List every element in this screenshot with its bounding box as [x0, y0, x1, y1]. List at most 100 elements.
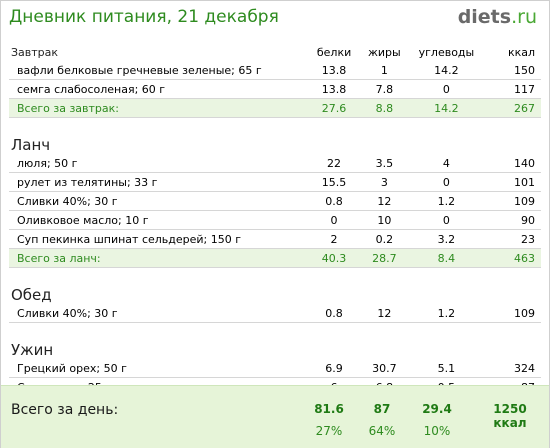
food-name: Сливки 40%; 30 г: [9, 304, 306, 323]
spacer-cell: [9, 268, 541, 287]
food-row[interactable]: Оливковое масло; 10 г 0 10 0 90: [9, 210, 541, 230]
meal-total-row: Всего за ланч: 40.3 28.7 8.4 463: [9, 248, 541, 268]
spacer-cell: [9, 118, 541, 137]
food-row[interactable]: люля; 50 г 22 3.5 4 140: [9, 154, 541, 173]
food-kcal: 109: [486, 191, 541, 211]
column-kcal: ккал: [507, 45, 535, 59]
food-kcal: 101: [486, 172, 541, 192]
food-fat: 3.5: [362, 154, 407, 173]
food-kcal: 140: [486, 154, 541, 173]
food-kcal: 109: [486, 304, 541, 323]
column-fat: жиры: [367, 45, 401, 59]
food-protein: 0.8: [305, 304, 363, 323]
food-protein: 6.9: [305, 359, 363, 378]
meal-title: Ужин: [11, 341, 54, 359]
meal-spacer: [9, 323, 541, 342]
food-carbs: 3.2: [406, 229, 487, 249]
meal-spacer: [9, 118, 541, 137]
diary-table: Завтрак белки жиры углеводы ккал вафли б…: [9, 43, 541, 416]
food-name: вафли белковые гречневые зеленые; 65 г: [9, 61, 306, 80]
day-total: Всего за день: 81.6 87 29.4 1250 ккал 27…: [1, 385, 549, 448]
food-protein: 13.8: [305, 61, 363, 80]
meal-total-fat: 8.8: [362, 98, 407, 118]
meal-total-protein: 40.3: [305, 248, 363, 268]
column-header-row: Завтрак белки жиры углеводы ккал: [9, 43, 541, 61]
meal-title: Ланч: [11, 136, 51, 154]
food-kcal: 324: [486, 359, 541, 378]
food-row[interactable]: семга слабосоленая; 60 г 13.8 7.8 0 117: [9, 79, 541, 99]
day-total-label: Всего за день:: [11, 402, 119, 418]
day-fat-percent: 64%: [368, 424, 396, 438]
meal-total-protein: 27.6: [305, 98, 363, 118]
food-carbs: 1.2: [406, 191, 487, 211]
food-protein: 15.5: [305, 172, 363, 192]
food-name: Сливки 40%; 30 г: [9, 191, 306, 211]
day-protein-percent: 27%: [315, 424, 343, 438]
food-kcal: 23: [486, 229, 541, 249]
food-row[interactable]: вафли белковые гречневые зеленые; 65 г 13…: [9, 61, 541, 80]
meal-header: Ланч: [9, 136, 541, 154]
food-fat: 1: [362, 61, 407, 80]
food-carbs: 4: [406, 154, 487, 173]
meal-total-carbs: 8.4: [406, 248, 487, 268]
food-fat: 10: [362, 210, 407, 230]
day-carbs-percent: 10%: [423, 424, 451, 438]
food-fat: 3: [362, 172, 407, 192]
meal-header: Обед: [9, 286, 541, 304]
food-name: рулет из телятины; 33 г: [9, 172, 306, 192]
food-protein: 22: [305, 154, 363, 173]
food-kcal: 117: [486, 79, 541, 99]
meal-header: Ужин: [9, 341, 541, 359]
food-protein: 0.8: [305, 191, 363, 211]
food-carbs: 5.1: [406, 359, 487, 378]
meal-total-row: Всего за завтрак: 27.6 8.8 14.2 267: [9, 98, 541, 118]
food-fat: 30.7: [362, 359, 407, 378]
meal-total-kcal: 267: [486, 98, 541, 118]
meal-title: Завтрак: [11, 45, 59, 59]
food-kcal: 90: [486, 210, 541, 230]
food-fat: 0.2: [362, 229, 407, 249]
food-fat: 12: [362, 191, 407, 211]
food-kcal: 150: [486, 61, 541, 80]
food-protein: 2: [305, 229, 363, 249]
day-total-carbs: 29.4: [422, 402, 452, 416]
food-carbs: 0: [406, 79, 487, 99]
food-fat: 7.8: [362, 79, 407, 99]
column-carbs: углеводы: [418, 45, 475, 59]
food-name: семга слабосоленая; 60 г: [9, 79, 306, 99]
meal-total-fat: 28.7: [362, 248, 407, 268]
food-name: Суп пекинка шпинат сельдерей; 150 г: [9, 229, 306, 249]
food-row[interactable]: Сливки 40%; 30 г 0.8 12 1.2 109: [9, 304, 541, 323]
food-protein: 13.8: [305, 79, 363, 99]
meal-total-label: Всего за ланч:: [9, 248, 306, 268]
page-title: Дневник питания, 21 декабря: [9, 7, 279, 27]
food-row[interactable]: Суп пекинка шпинат сельдерей; 150 г 2 0.2 3…: [9, 229, 541, 249]
meal-spacer: [9, 268, 541, 287]
food-carbs: 0: [406, 210, 487, 230]
food-carbs: 14.2: [406, 61, 487, 80]
spacer-cell: [9, 323, 541, 342]
food-row[interactable]: Грецкий орех; 50 г 6.9 30.7 5.1 324: [9, 359, 541, 378]
meal-title: Обед: [11, 286, 52, 304]
food-carbs: 1.2: [406, 304, 487, 323]
food-fat: 12: [362, 304, 407, 323]
food-name: Оливковое масло; 10 г: [9, 210, 306, 230]
logo-name: diets: [457, 6, 512, 28]
food-row[interactable]: Сливки 40%; 30 г 0.8 12 1.2 109: [9, 191, 541, 211]
food-row[interactable]: рулет из телятины; 33 г 15.5 3 0 101: [9, 172, 541, 192]
day-total-fat: 87: [373, 402, 391, 416]
food-name: люля; 50 г: [9, 154, 306, 173]
site-logo[interactable]: diets.ru: [458, 6, 537, 28]
header: Дневник питания, 21 декабря diets.ru: [1, 1, 549, 37]
food-name: Грецкий орех; 50 г: [9, 359, 306, 378]
food-protein: 0: [305, 210, 363, 230]
day-total-protein: 81.6: [314, 402, 344, 416]
logo-tld: .ru: [511, 6, 537, 28]
day-total-kcal: 1250 ккал: [493, 402, 527, 430]
meal-total-label: Всего за завтрак:: [9, 98, 306, 118]
food-carbs: 0: [406, 172, 487, 192]
meal-total-carbs: 14.2: [406, 98, 487, 118]
meal-total-kcal: 463: [486, 248, 541, 268]
column-protein: белки: [316, 45, 352, 59]
